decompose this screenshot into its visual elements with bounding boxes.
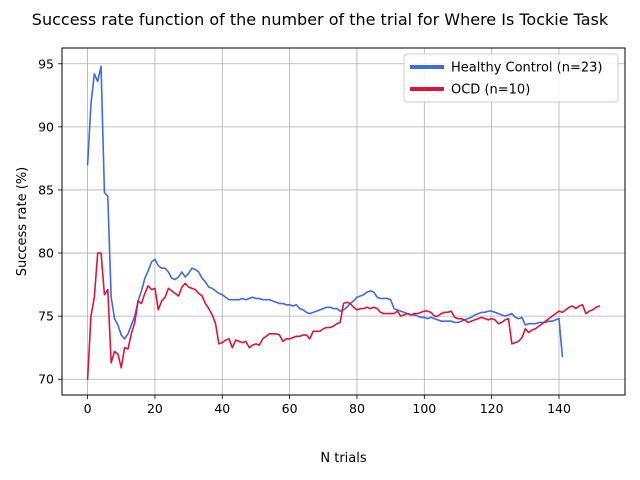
chart-title: Success rate function of the number of t… — [32, 10, 609, 29]
y-tick-label: 70 — [38, 372, 54, 387]
y-tick-label: 85 — [38, 182, 54, 197]
x-axis: 0 20 40 60 80 100 120 140 — [84, 395, 571, 416]
x-tick-label: 80 — [349, 401, 365, 416]
legend-label: Healthy Control (n=23) — [451, 61, 602, 76]
y-axis: 70 75 80 85 90 95 — [38, 56, 62, 387]
legend: Healthy Control (n=23) OCD (n=10) — [403, 53, 619, 103]
x-tick-label: 20 — [147, 401, 163, 416]
y-tick-label: 95 — [38, 56, 54, 71]
plot-area — [86, 65, 601, 381]
y-tick-label: 75 — [38, 309, 54, 324]
series-line-ocd — [86, 252, 601, 381]
y-tick-label: 80 — [38, 246, 54, 261]
x-axis-title: N trials — [320, 451, 366, 466]
legend-label: OCD (n=10) — [451, 83, 530, 98]
y-tick-label: 90 — [38, 119, 54, 134]
x-tick-label: 120 — [480, 401, 504, 416]
x-tick-label: 40 — [214, 401, 230, 416]
x-tick-label: 100 — [412, 401, 436, 416]
x-tick-label: 60 — [282, 401, 298, 416]
legend-box — [403, 53, 619, 103]
x-tick-label: 140 — [547, 401, 571, 416]
y-axis-title: Success rate (%) — [15, 167, 30, 277]
series-line-healthy-control — [86, 65, 564, 358]
x-tick-label: 0 — [84, 401, 92, 416]
plot-frame — [61, 47, 626, 396]
